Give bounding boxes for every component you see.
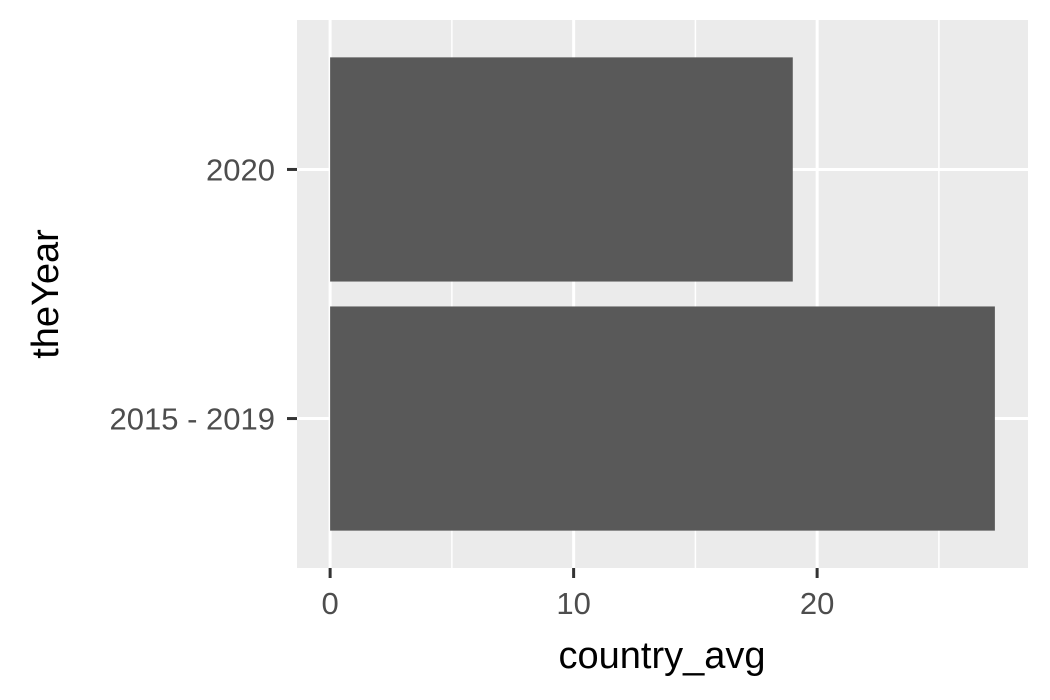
y-axis: 2015 - 2019 2020 [110,152,297,437]
bar [330,57,793,282]
y-tick-label: 2020 [206,152,275,187]
x-axis-title: country_avg [558,635,765,677]
y-axis-title: theYear [25,229,67,359]
x-tick-label: 0 [321,586,338,621]
bar [330,306,995,531]
bars [330,57,995,531]
y-tick-label: 2015 - 2019 [110,402,275,437]
x-axis: 0 10 20 [321,568,834,621]
x-tick-label: 10 [556,586,590,621]
x-tick-label: 20 [800,586,834,621]
